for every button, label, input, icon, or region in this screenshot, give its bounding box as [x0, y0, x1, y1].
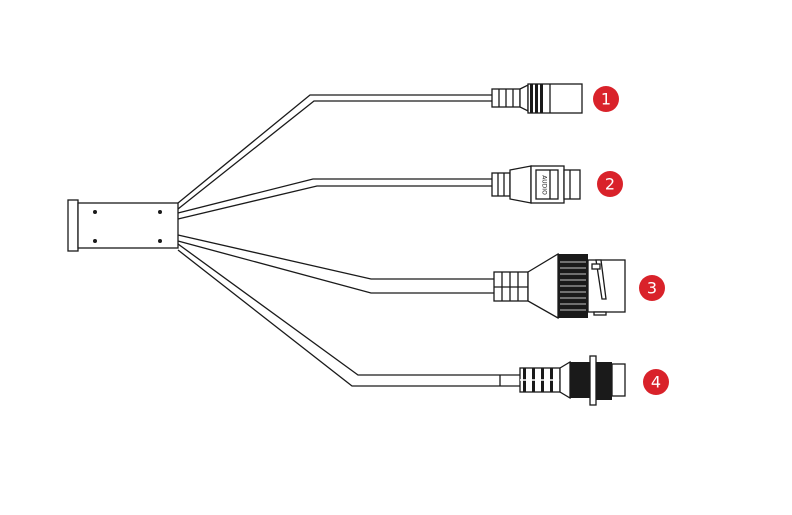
badge-3: 3	[639, 275, 665, 301]
screw-hole-icon	[158, 210, 162, 214]
badge-3-number: 3	[647, 279, 657, 298]
badge-1: 1	[593, 86, 619, 112]
badge-4-number: 4	[651, 373, 661, 392]
cable-3	[177, 234, 494, 294]
audio-connector: AUDIO	[491, 165, 581, 204]
screw-hole-icon	[93, 210, 97, 214]
cable-2	[177, 178, 492, 220]
audio-label: AUDIO	[541, 175, 548, 195]
aviation-connector	[519, 355, 626, 406]
screw-hole-icon	[93, 239, 97, 243]
rj45-network-connector	[493, 252, 626, 320]
cable-4	[177, 243, 520, 387]
cable-1	[177, 94, 492, 210]
badge-2-number: 2	[605, 175, 615, 194]
screw-hole-icon	[158, 239, 162, 243]
junction-box	[67, 199, 179, 252]
badge-2: 2	[597, 171, 623, 197]
dc-power-connector	[491, 83, 583, 114]
badge-1-number: 1	[601, 90, 611, 109]
badge-4: 4	[643, 369, 669, 395]
